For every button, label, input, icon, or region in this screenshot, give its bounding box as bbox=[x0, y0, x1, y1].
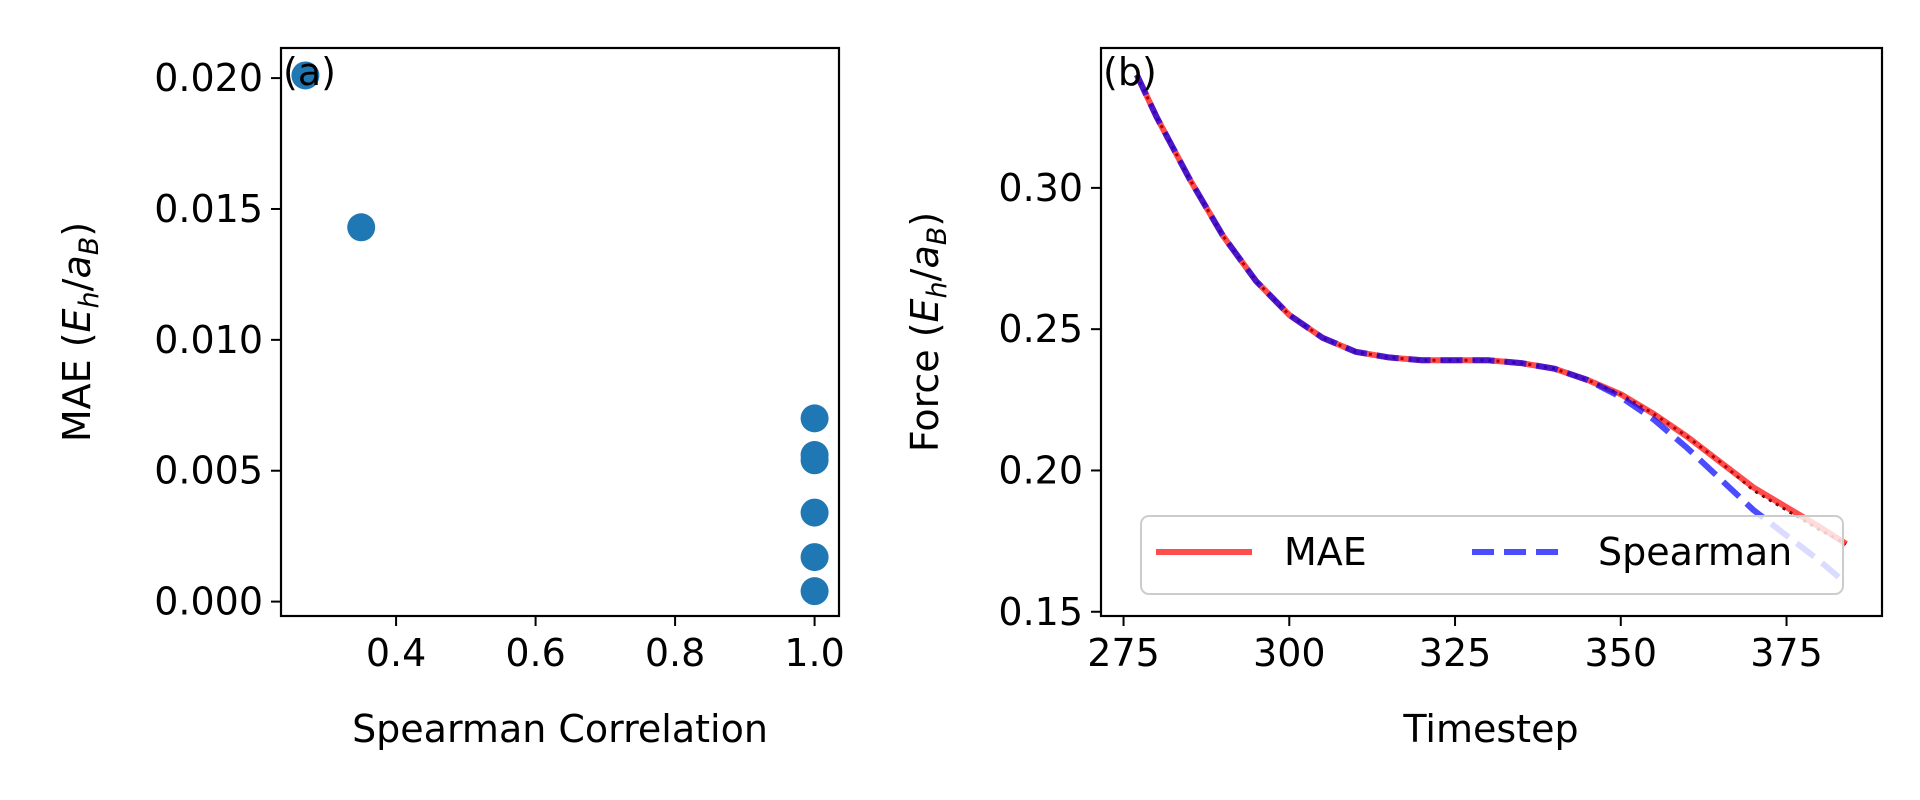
scatter-point bbox=[291, 61, 320, 90]
panel-b-y-label-slash: / bbox=[903, 268, 947, 281]
panel-b-y-axis-label: Force (Eh/aB) bbox=[903, 212, 953, 452]
panel-a-x-tick-label: 0.6 bbox=[505, 631, 565, 675]
panel-b-y-label-h: h bbox=[922, 281, 953, 298]
panel-b-label: (b) bbox=[1103, 50, 1157, 94]
panel-a-x-tick-label: 1.0 bbox=[784, 631, 844, 675]
scatter-point bbox=[800, 577, 829, 606]
panel-b-x-tick-label: 275 bbox=[1087, 631, 1160, 675]
panel-a-y-tick-label: 0.020 bbox=[154, 56, 263, 100]
panel-a-y-label-h: h bbox=[74, 291, 105, 308]
panel-a-y-axis-label: MAE (Eh/aB) bbox=[55, 222, 105, 442]
panel-b-x-tick-label: 350 bbox=[1585, 631, 1658, 675]
panel-a-y-label-E: E bbox=[55, 308, 99, 332]
panel-b-axis-ticks: 275 300 325 350 375 0.15 0.20 0.25 0.30 bbox=[998, 166, 1822, 675]
panel-b-x-tick-label: 300 bbox=[1253, 631, 1326, 675]
panel-a-x-tick-label: 0.4 bbox=[366, 631, 426, 675]
panel-a-y-tick-label: 0.000 bbox=[154, 580, 263, 624]
panel-a-y-tick-label: 0.015 bbox=[154, 187, 263, 231]
panel-b-lines bbox=[1134, 73, 1849, 586]
scatter-point bbox=[800, 446, 829, 475]
panel-b-x-tick-label: 325 bbox=[1419, 631, 1492, 675]
panel-b-y-tick-label: 0.20 bbox=[998, 448, 1083, 492]
panel-a-y-label-close: ) bbox=[55, 222, 99, 237]
panel-a-y-label-slash: / bbox=[55, 278, 99, 291]
panel-b-y-tick-label: 0.15 bbox=[998, 590, 1083, 634]
panel-b-y-label-a: a bbox=[903, 245, 947, 268]
legend: MAE Spearman bbox=[1140, 515, 1844, 595]
panel-b-y-tick-label: 0.30 bbox=[998, 166, 1083, 210]
panel-a-frame bbox=[279, 46, 841, 618]
legend-label-mae: MAE bbox=[1284, 530, 1367, 574]
scatter-point bbox=[800, 498, 829, 527]
scatter-point bbox=[347, 213, 376, 242]
panel-b-frame bbox=[1099, 46, 1884, 618]
panel-a-x-axis-label: Spearman Correlation bbox=[352, 707, 768, 751]
panel-a-y-label-text: MAE ( bbox=[55, 332, 99, 442]
scatter-point bbox=[800, 404, 829, 433]
panel-a-y-label-a: a bbox=[55, 255, 99, 278]
panel-b-y-label-close: ) bbox=[903, 212, 947, 227]
panel-b-y-tick-label: 0.25 bbox=[998, 307, 1083, 351]
scatter-point bbox=[800, 543, 829, 572]
scatter-panel-a: 0.4 0.6 0.8 1.0 0.000 0.005 0.010 0.015 0.020 (a… bbox=[55, 46, 845, 751]
series-line-mae bbox=[1134, 73, 1848, 547]
panel-a-y-label-B: B bbox=[74, 237, 105, 256]
panel-a-label: (a) bbox=[283, 50, 336, 94]
panel-b-x-tick-label: 375 bbox=[1750, 631, 1823, 675]
panel-a-y-tick-label: 0.010 bbox=[154, 318, 263, 362]
panel-b-y-label-B: B bbox=[922, 227, 953, 246]
series-line-spearman bbox=[1134, 73, 1849, 586]
panel-a-axis-ticks: 0.4 0.6 0.8 1.0 0.000 0.005 0.010 0.015 0.020 bbox=[154, 56, 845, 675]
panel-a-points bbox=[291, 61, 829, 606]
panel-b-y-label-E: E bbox=[903, 298, 947, 322]
legend-label-spearman: Spearman bbox=[1598, 530, 1792, 574]
panel-b-y-label-text: Force ( bbox=[903, 322, 947, 452]
panel-a-x-tick-label: 0.8 bbox=[645, 631, 705, 675]
panel-a-y-tick-label: 0.005 bbox=[154, 449, 263, 493]
line-panel-b: 275 300 325 350 375 0.15 0.20 0.25 0.30 (b) Time… bbox=[903, 46, 1884, 751]
panel-b-x-axis-label: Timestep bbox=[1402, 707, 1578, 751]
